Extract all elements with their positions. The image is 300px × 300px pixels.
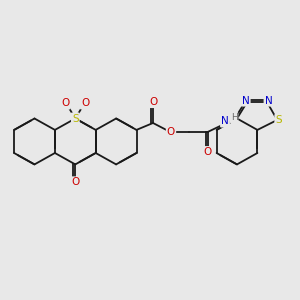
Text: N: N [265,95,272,106]
Text: N: N [221,116,229,127]
Text: S: S [275,115,282,125]
Text: N: N [242,95,250,106]
Text: O: O [81,98,89,109]
Text: O: O [149,97,157,107]
Text: O: O [203,147,212,157]
Text: H: H [231,113,237,122]
Text: O: O [61,98,70,109]
Text: S: S [72,113,79,124]
Text: O: O [167,127,175,137]
Text: O: O [71,177,80,188]
